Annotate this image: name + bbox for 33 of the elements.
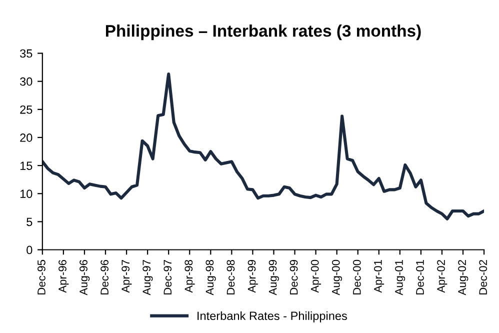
- x-tick-label: Aug-96: [80, 260, 90, 296]
- x-tick-label: Apr-96: [58, 260, 69, 293]
- x-tick-label: Aug-02: [458, 260, 468, 296]
- y-tick-label: 5: [26, 218, 32, 226]
- y-tick-label: 25: [20, 105, 32, 114]
- y-tick-label: 30: [20, 77, 32, 86]
- x-tick-label: Aug-97: [142, 260, 153, 296]
- x-tick-label: Dec-00: [352, 260, 361, 294]
- x-tick-label: Dec-95: [38, 260, 46, 294]
- y-tick-label: 20: [20, 134, 32, 142]
- x-tick-label: Dec-97: [164, 260, 172, 294]
- x-tick-label: Dec-99: [290, 260, 298, 294]
- x-tick-label: Dec-01: [416, 260, 424, 294]
- y-tick-label: 0: [26, 246, 32, 254]
- x-tick-label: Dec-02: [479, 260, 488, 294]
- x-tick-label: Aug-98: [206, 260, 216, 296]
- x-tick-label: Apr-00: [310, 260, 321, 293]
- x-tick-label: Dec-98: [226, 260, 235, 294]
- x-tick-label: Apr-02: [437, 260, 448, 293]
- y-tick-label: 15: [20, 162, 32, 170]
- x-tick-label: Aug-00: [332, 260, 342, 296]
- line-series: [42, 72, 484, 220]
- x-tick-label: Apr-98: [184, 260, 195, 293]
- x-tick-label: Apr-97: [122, 260, 132, 293]
- y-tick-label: 10: [20, 190, 32, 198]
- x-tick-label: Aug-01: [395, 260, 406, 296]
- legend-label: Interbank Rates - Philippines: [198, 311, 347, 322]
- x-tick-label: Apr-01: [374, 260, 384, 293]
- x-tick-label: Apr-99: [248, 260, 258, 293]
- y-tick-label: 35: [20, 49, 32, 58]
- x-tick-label: Aug-99: [268, 260, 279, 296]
- chart-title: Philippines – Interbank rates (3 months): [106, 24, 421, 40]
- x-tick-label: Dec-96: [100, 260, 108, 294]
